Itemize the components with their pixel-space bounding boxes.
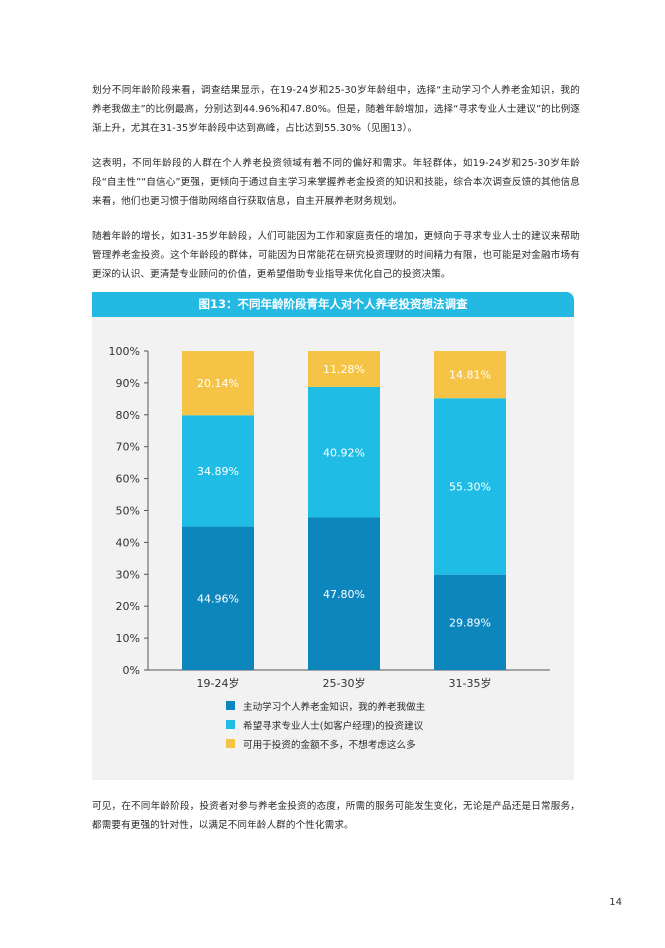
- bar-value-label: 47.80%: [323, 588, 365, 601]
- bar-value-label: 34.89%: [197, 465, 239, 478]
- bar-segment: [434, 574, 506, 670]
- legend-swatch: [226, 720, 235, 729]
- paragraph-young-groups: 这表明，不同年龄段的人群在个人养老投资领域有着不同的偏好和需求。年轻群体，如19…: [92, 158, 580, 207]
- chart-legend: 主动学习个人养老金知识，我的养老我做主 希望寻求专业人士(如客户经理)的投资建议可…: [226, 696, 546, 753]
- y-tick-label: 0%: [123, 664, 140, 677]
- x-tick-label: 25-30岁: [323, 676, 366, 690]
- bar-segment: [308, 351, 380, 387]
- chart-panel: 0% 10% 20% 30% 40% 50% 60% 70% 80% 90% 100% 44.96% 3…: [92, 292, 574, 780]
- legend-label: 希望寻求专业人士(如客户经理)的投资建议: [243, 720, 424, 732]
- bar-segment: [182, 351, 254, 416]
- y-tick-label: 40%: [116, 536, 140, 549]
- x-tick-label: 31-35岁: [449, 676, 492, 690]
- bar-value-label: 14.81%: [449, 369, 491, 382]
- bar-segment: [434, 351, 506, 399]
- bar-value-label: 29.89%: [449, 616, 491, 629]
- legend-label: 主动学习个人养老金知识，我的养老我做主: [243, 701, 426, 713]
- y-tick-label: 60%: [116, 473, 140, 486]
- y-tick-label: 10%: [116, 632, 140, 645]
- page-number: 14: [609, 897, 622, 908]
- paragraph-conclusion: 可见，在不同年龄阶段，投资者对参与养老金投资的态度，所需的服务可能发生变化，无论…: [92, 801, 580, 831]
- bar-segment: [182, 415, 254, 527]
- legend-item: 主动学习个人养老金知识，我的养老我做主: [226, 696, 546, 715]
- y-tick-label: 20%: [116, 600, 140, 613]
- paragraph-older-group: 随着年龄的增长，如31-35岁年龄段，人们可能因为工作和家庭责任的增加，更倾向于…: [92, 231, 580, 280]
- bar-value-label: 55.30%: [449, 480, 491, 493]
- chart-title: 图13：不同年龄阶段青年人对个人养老投资想法调查: [92, 292, 574, 317]
- bar-value-label: 40.92%: [323, 446, 365, 459]
- y-tick-label: 50%: [116, 505, 140, 518]
- legend-label: 可用于投资的金额不多，不想考虑这么多: [243, 739, 416, 751]
- legend-swatch: [226, 701, 235, 710]
- y-tick-label: 70%: [116, 441, 140, 454]
- stacked-bar-chart: 0% 10% 20% 30% 40% 50% 60% 70% 80% 90% 100% 44.96% 3…: [109, 345, 550, 690]
- bar-segment: [182, 526, 254, 670]
- y-tick-label: 90%: [116, 377, 140, 390]
- x-tick-label: 19-24岁: [197, 676, 240, 690]
- legend-swatch: [226, 739, 235, 748]
- paragraph-age-overview: 划分不同年龄阶段来看，调查结果显示，在19-24岁和25-30岁年龄组中，选择“…: [92, 85, 580, 134]
- bar-segment: [308, 517, 380, 670]
- bar-value-label: 11.28%: [323, 363, 365, 376]
- legend-item: 希望寻求专业人士(如客户经理)的投资建议: [226, 715, 546, 734]
- bar-segment: [434, 398, 506, 575]
- legend-item: 可用于投资的金额不多，不想考虑这么多: [226, 734, 546, 753]
- y-tick-label: 30%: [116, 568, 140, 581]
- bar-value-label: 44.96%: [197, 592, 239, 605]
- y-tick-label: 80%: [116, 409, 140, 422]
- bar-segment: [308, 386, 380, 518]
- y-tick-label: 100%: [109, 345, 140, 358]
- bar-value-label: 20.14%: [197, 377, 239, 390]
